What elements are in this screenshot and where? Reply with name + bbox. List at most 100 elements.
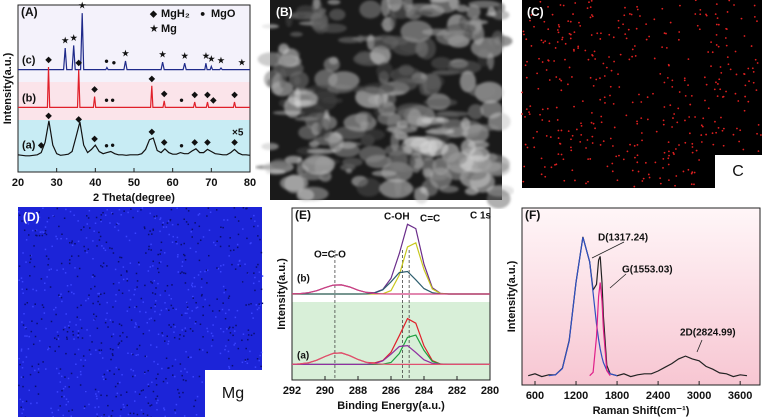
- mg-dot: [199, 271, 202, 273]
- series-line: [17, 120, 251, 157]
- c-dot: [570, 138, 572, 141]
- mg-dot: [145, 252, 147, 254]
- mg-dot: [79, 318, 82, 321]
- c-dot: [612, 145, 614, 147]
- c-dot: [726, 56, 729, 59]
- c-dot: [587, 58, 590, 61]
- mg-dot: [115, 366, 117, 369]
- c-dot: [721, 96, 724, 98]
- c-dot: [714, 120, 716, 123]
- mg-dot: [106, 301, 108, 304]
- mg-dot: [84, 390, 87, 393]
- c-dot: [556, 29, 559, 31]
- mg-dot: [208, 304, 211, 307]
- mg-dot: [100, 342, 103, 344]
- c-dot: [690, 172, 693, 175]
- x-tick-label: 282: [448, 385, 466, 397]
- mg-dot: [50, 407, 52, 410]
- mg-dot: [111, 213, 114, 215]
- c-dot: [560, 129, 563, 132]
- mg-dot: [231, 364, 234, 367]
- c-dot: [648, 35, 651, 38]
- mg-dot: [27, 221, 29, 223]
- mg-dot: [152, 229, 155, 231]
- sem-particle: [359, 145, 386, 163]
- mg-dot: [74, 353, 76, 356]
- mg-dot: [29, 261, 31, 264]
- mg-dot: [224, 317, 227, 320]
- mg-dot: [63, 217, 66, 219]
- mg-dot: [67, 400, 70, 403]
- mg-dot: [101, 245, 103, 247]
- mg-dot: [126, 310, 129, 312]
- mg-dot: [183, 415, 186, 417]
- series-line: [589, 282, 611, 377]
- mg-dot: [80, 373, 82, 376]
- mg-dot: [130, 368, 132, 371]
- mg-dot: [25, 239, 28, 241]
- mg-dot: [35, 229, 38, 232]
- mg-dot: [44, 289, 46, 291]
- mg-dot: [79, 384, 82, 386]
- c-dot: [560, 153, 563, 156]
- peak-marker: ◆: [75, 115, 83, 124]
- mg-dot: [120, 274, 122, 276]
- mg-dot: [73, 214, 75, 216]
- mg-dot: [258, 280, 260, 283]
- mg-dot: [69, 321, 71, 323]
- mg-dot: [100, 220, 102, 223]
- c-dot: [537, 87, 540, 90]
- mg-dot: [65, 398, 68, 400]
- mg-dot: [34, 369, 36, 372]
- c-dot: [740, 17, 743, 20]
- mg-dot: [108, 415, 110, 417]
- peak-marker: ◆: [90, 85, 98, 94]
- mg-dot: [69, 241, 71, 244]
- mg-dot: [61, 375, 63, 378]
- c-dot: [600, 32, 602, 35]
- c-dot: [699, 13, 702, 16]
- mg-dot: [204, 298, 206, 301]
- mg-dot: [59, 368, 62, 370]
- sem-particle: [390, 67, 422, 84]
- annotation: D(1317.24): [598, 233, 648, 244]
- c-dot: [729, 68, 732, 71]
- mg-dot: [147, 385, 150, 387]
- mg-dot: [85, 215, 88, 217]
- mg-dot: [106, 208, 108, 211]
- mg-dot: [98, 231, 100, 234]
- mg-dot: [23, 213, 26, 215]
- mg-dot: [206, 215, 208, 217]
- sem-particle: [317, 117, 332, 140]
- c-dot: [698, 159, 701, 161]
- c-dot: [679, 4, 681, 7]
- mg-dot: [163, 340, 166, 342]
- c-dot: [622, 158, 625, 161]
- c-dot: [545, 69, 548, 71]
- mg-dot: [57, 334, 59, 337]
- mg-dot: [65, 237, 68, 240]
- mg-dot: [224, 348, 226, 351]
- mg-dot: [201, 278, 203, 280]
- mg-dot: [140, 390, 143, 392]
- mg-dot: [25, 327, 27, 330]
- peak-marker: ★: [79, 1, 87, 10]
- peak-marker: ◆: [148, 74, 156, 83]
- mg-dot: [59, 405, 61, 407]
- mg-dot: [85, 237, 88, 239]
- mg-dot: [129, 298, 132, 301]
- c-dot: [562, 158, 565, 161]
- c-dot: [612, 36, 615, 39]
- c-dot: [636, 154, 639, 157]
- sem-particle: [314, 69, 338, 89]
- c-dot: [530, 14, 533, 16]
- mg-dot: [77, 255, 80, 257]
- mg-dot: [125, 235, 128, 238]
- mg-dot: [136, 210, 139, 213]
- mg-dot: [100, 394, 102, 396]
- mg-dot: [89, 334, 91, 337]
- c-dot: [691, 171, 694, 174]
- mg-dot: [163, 407, 165, 409]
- mg-dot: [147, 402, 150, 404]
- c-dot: [547, 28, 550, 31]
